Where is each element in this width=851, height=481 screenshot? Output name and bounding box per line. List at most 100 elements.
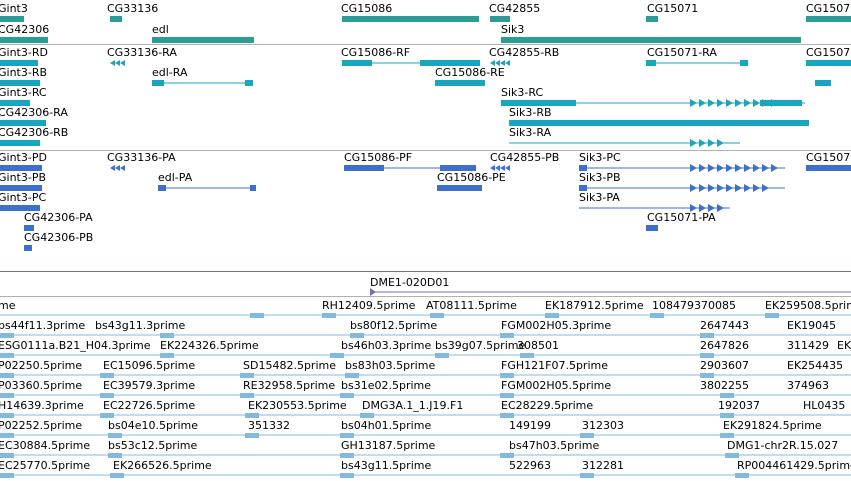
est-label[interactable]: bs04e10.5prime	[108, 419, 199, 432]
est-label[interactable]: bs31e02.5prime	[341, 379, 432, 392]
est-block[interactable]	[500, 393, 514, 398]
tx-label[interactable]: Gint3-PB	[0, 171, 47, 184]
est-label[interactable]: 311429	[787, 339, 829, 352]
tx-label[interactable]: edl-RA	[152, 66, 188, 79]
est-block[interactable]	[0, 473, 14, 478]
exon-block[interactable]	[806, 60, 851, 66]
tx-label[interactable]: Sik3-PB	[579, 171, 621, 184]
est-block[interactable]	[700, 373, 714, 378]
tx-label[interactable]: CG15071-PA	[647, 211, 716, 224]
est-label[interactable]: RP004461429.5prime	[737, 459, 851, 472]
exon-block[interactable]	[0, 165, 42, 171]
est-block[interactable]	[765, 313, 779, 318]
gene-label-cg15086[interactable]: CG15086	[341, 2, 393, 15]
est-block[interactable]	[322, 313, 336, 318]
est-label[interactable]: bs43g11.3prime	[95, 319, 186, 332]
est-label[interactable]: me	[0, 299, 16, 312]
exon-block[interactable]	[646, 60, 656, 66]
est-label[interactable]: EC25770.5prime	[0, 459, 91, 472]
est-label[interactable]: P02250.5prime	[0, 359, 83, 372]
tx-label[interactable]: CG15086-RE	[435, 66, 505, 79]
est-block[interactable]	[520, 353, 534, 358]
est-block[interactable]	[330, 353, 344, 358]
est-label[interactable]: 3802255	[700, 379, 749, 392]
est-label[interactable]: GH13187.5prime	[341, 439, 436, 452]
gene-label-edl[interactable]: edl	[152, 23, 169, 36]
exon-block[interactable]	[440, 165, 476, 171]
est-block[interactable]	[725, 453, 739, 458]
est-label[interactable]: bs47h03.5prime	[509, 439, 600, 452]
est-block[interactable]	[720, 433, 734, 438]
est-block[interactable]	[0, 353, 14, 358]
gene-bar-cg42306[interactable]	[0, 37, 48, 43]
est-label[interactable]: EK291824.5prime	[723, 419, 822, 432]
est-label[interactable]: 522963	[509, 459, 551, 472]
est-label[interactable]: 2647443	[700, 319, 749, 332]
est-label[interactable]: EC15096.5prime	[103, 359, 196, 372]
est-label[interactable]: bs43g11.5prime	[341, 459, 432, 472]
exon-block[interactable]	[0, 185, 42, 191]
tx-label[interactable]: CG15071-RA	[647, 46, 717, 59]
exon-block[interactable]	[579, 165, 587, 171]
exon-block[interactable]	[158, 185, 166, 191]
est-label[interactable]: RH12409.5prime	[322, 299, 416, 312]
gene-label-cg42306[interactable]: CG42306	[0, 23, 50, 36]
gene-bar-cg15071[interactable]	[646, 16, 658, 22]
est-label[interactable]: FGH121F07.5prime	[501, 359, 608, 372]
exon-block[interactable]	[0, 205, 40, 211]
tx-label[interactable]: Sik3-RB	[509, 106, 552, 119]
est-block[interactable]	[250, 313, 264, 318]
est-block[interactable]	[500, 373, 514, 378]
est-block[interactable]	[100, 393, 114, 398]
exon-block[interactable]	[0, 60, 38, 66]
est-block[interactable]	[108, 453, 122, 458]
est-block[interactable]	[0, 393, 14, 398]
est-block[interactable]	[100, 373, 114, 378]
gene-bar-edl[interactable]	[152, 37, 254, 43]
exon-block[interactable]	[579, 185, 587, 191]
est-label[interactable]: 149199	[509, 419, 551, 432]
est-block[interactable]	[340, 473, 354, 478]
tx-label[interactable]: CG1507	[806, 46, 851, 59]
est-label[interactable]: DMG1-chr2R.15.027	[727, 439, 839, 452]
est-block[interactable]	[0, 433, 14, 438]
exon-block[interactable]	[815, 80, 831, 86]
est-block[interactable]	[500, 413, 514, 418]
est-block[interactable]	[700, 353, 714, 358]
est-block[interactable]	[110, 473, 124, 478]
est-block[interactable]	[100, 413, 114, 418]
est-label[interactable]: EK266526.5prime	[113, 459, 212, 472]
exon-block[interactable]	[646, 225, 658, 231]
est-block[interactable]	[340, 393, 354, 398]
est-block[interactable]	[245, 433, 259, 438]
est-label[interactable]: AT08111.5prime	[426, 299, 517, 312]
est-block[interactable]	[545, 313, 559, 318]
tx-label[interactable]: CG42306-PA	[24, 211, 93, 224]
est-label[interactable]: 374963	[787, 379, 829, 392]
est-label[interactable]: bs83h03.5prime	[345, 359, 436, 372]
exon-block[interactable]	[435, 80, 485, 86]
est-block[interactable]	[240, 373, 254, 378]
tx-label[interactable]: edl-PA	[158, 171, 193, 184]
est-label[interactable]: bs39g07.5prime	[435, 339, 526, 352]
tx-label[interactable]: Gint3-RC	[0, 86, 47, 99]
tx-label[interactable]: Gint3-PD	[0, 151, 47, 164]
tx-label[interactable]: Sik3-PA	[579, 191, 620, 204]
gene-label-cg33136[interactable]: CG33136	[107, 2, 159, 15]
exon-block[interactable]	[760, 100, 802, 106]
est-block[interactable]	[0, 453, 14, 458]
exon-block[interactable]	[24, 245, 32, 251]
est-label[interactable]: SD15482.5prime	[243, 359, 336, 372]
exon-block[interactable]	[0, 100, 30, 106]
est-block[interactable]	[650, 313, 664, 318]
est-label[interactable]: bs53c12.5prime	[108, 439, 198, 452]
tx-label[interactable]: CG42306-PB	[24, 231, 94, 244]
est-label[interactable]: bs04h01.5prime	[341, 419, 432, 432]
exon-block[interactable]	[0, 80, 40, 86]
tx-label[interactable]: CG1507	[806, 151, 851, 164]
tx-label[interactable]: CG42855-RB	[489, 46, 560, 59]
est-label[interactable]: EK254435	[787, 359, 844, 372]
est-label[interactable]: EK259508.5prime	[765, 299, 851, 312]
est-label[interactable]: RE32958.5prime	[243, 379, 336, 392]
est-block[interactable]	[580, 473, 594, 478]
